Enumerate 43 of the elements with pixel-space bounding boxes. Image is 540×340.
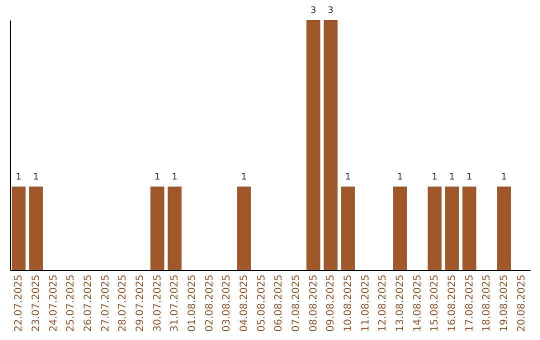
x-tick-label: 12.08.2025: [378, 274, 389, 332]
x-tick-label: 05.08.2025: [256, 274, 268, 332]
x-tick-label: 17.08.2025: [464, 274, 476, 332]
x-tick-label: 18.08.2025: [482, 274, 493, 332]
x-tick-label: 30.07.2025: [152, 274, 164, 332]
data-label: 1: [16, 172, 22, 183]
x-tick-label: 20.08.2025: [516, 274, 528, 332]
data-label: 1: [345, 172, 351, 183]
data-label: 1: [397, 172, 403, 183]
x-tick-label: 10.08.2025: [343, 274, 354, 332]
x-tick-label: 31.07.2025: [170, 274, 181, 332]
x-tick-label: 08.08.2025: [308, 274, 320, 332]
x-tick-label: 06.08.2025: [274, 274, 285, 332]
x-tick-label: 13.08.2025: [395, 274, 406, 332]
x-tick-label: 04.08.2025: [239, 274, 250, 332]
data-label: 1: [33, 172, 39, 183]
data-label: 3: [328, 6, 334, 16]
x-tick-label: 25.07.2025: [66, 274, 77, 332]
data-label: 1: [501, 172, 507, 183]
data-label: 1: [432, 172, 438, 183]
x-tick-label: 11.08.2025: [360, 274, 372, 332]
x-tick-label: 02.08.2025: [204, 274, 216, 332]
x-tick-label: 03.08.2025: [222, 274, 233, 332]
data-label: 1: [154, 172, 160, 183]
x-tick-label: 09.08.2025: [326, 274, 337, 332]
x-tick-label: 28.07.2025: [118, 274, 129, 332]
x-tick-label: 29.07.2025: [135, 274, 146, 332]
data-label: 1: [241, 172, 247, 183]
data-label: 1: [449, 172, 455, 183]
data-label: 1: [466, 172, 472, 183]
x-tick-label: 16.08.2025: [447, 274, 458, 332]
x-tick-label: 07.08.2025: [291, 274, 302, 332]
data-label: 3: [310, 6, 316, 16]
x-tick-label: 15.08.2025: [430, 274, 441, 332]
x-tick-label: 27.07.2025: [100, 274, 112, 332]
x-tick-label: 24.07.2025: [48, 274, 60, 332]
x-tick-label: 01.08.2025: [187, 274, 198, 332]
data-label: 1: [172, 172, 178, 183]
x-tick-label: 19.08.2025: [499, 274, 510, 332]
x-tick-label: 22.07.2025: [14, 274, 25, 332]
x-tick-label: 14.08.2025: [412, 274, 424, 332]
x-tick-label: 26.07.2025: [83, 274, 94, 332]
x-tick-label: 23.07.2025: [31, 274, 42, 332]
